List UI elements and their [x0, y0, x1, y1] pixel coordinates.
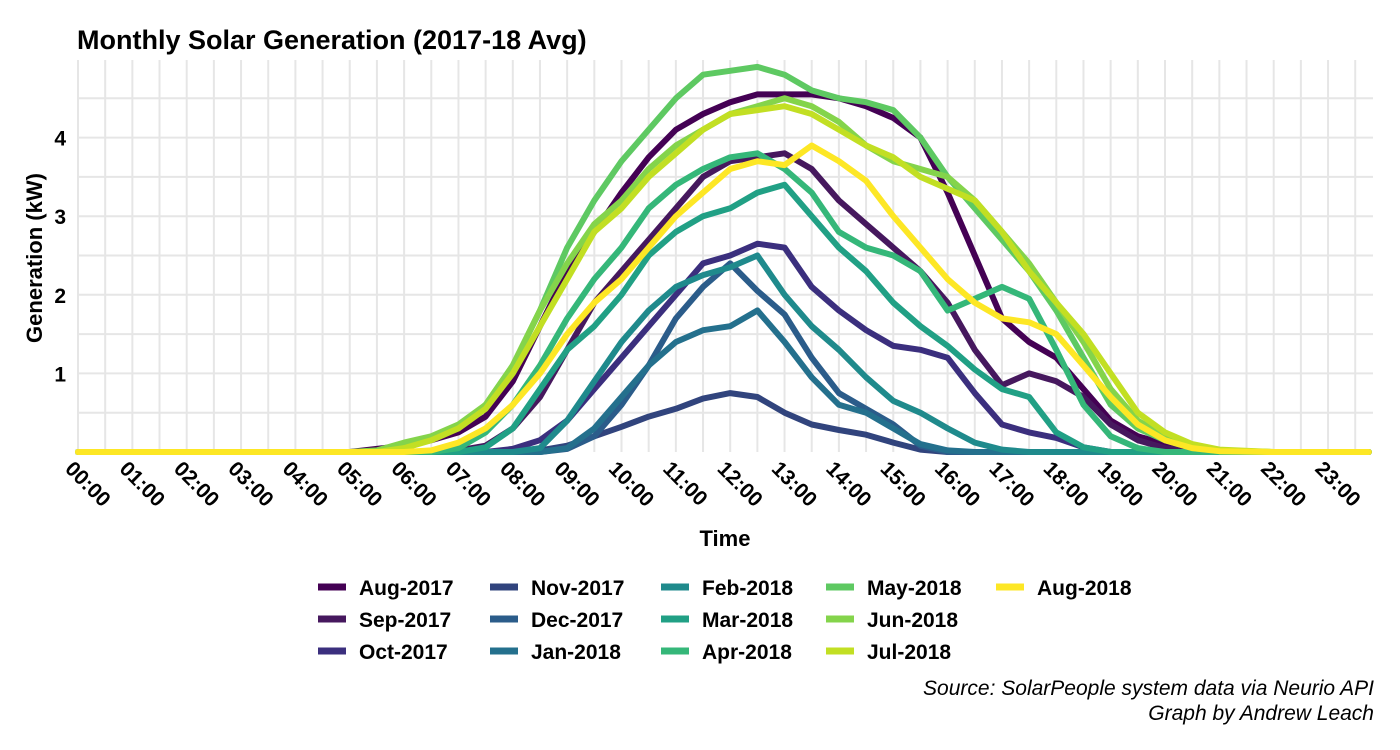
x-tick-label: 01:00	[115, 457, 169, 511]
x-tick-label: 07:00	[441, 457, 495, 511]
series-line-sep-2017	[75, 150, 1372, 455]
chart-title: Monthly Solar Generation (2017-18 Avg)	[77, 25, 587, 55]
y-axis-title: Generation (kW)	[22, 173, 47, 343]
legend-label: Aug-2018	[1037, 577, 1132, 600]
legend-label: May-2018	[867, 577, 962, 600]
x-tick-label: 19:00	[1093, 457, 1147, 511]
x-tick-label: 02:00	[169, 457, 223, 511]
series-line-jun-2018	[75, 95, 1372, 455]
series-line-jul-2018	[75, 103, 1372, 455]
x-tick-label: 20:00	[1147, 457, 1201, 511]
legend-label: Apr-2018	[702, 641, 792, 664]
x-tick-label: 11:00	[658, 457, 711, 510]
x-tick-label: 09:00	[550, 457, 604, 511]
series-line-mar-2018	[75, 181, 1372, 455]
series-lines	[75, 63, 1372, 455]
legend-label: Sep-2017	[359, 609, 451, 632]
x-tick-label: 05:00	[332, 457, 386, 511]
series-line-feb-2018	[75, 252, 1372, 455]
legend-label: Dec-2017	[531, 609, 623, 632]
x-tick-label: 22:00	[1256, 457, 1310, 511]
series-line-apr-2018	[75, 150, 1372, 455]
x-tick-label: 14:00	[821, 457, 875, 511]
x-tick-label: 17:00	[984, 457, 1038, 511]
y-tick-label: 2	[54, 285, 66, 308]
x-tick-label: 13:00	[767, 457, 821, 511]
series-line-jan-2018	[75, 307, 1372, 455]
series-line-oct-2017	[75, 240, 1372, 455]
y-axis-ticks: 1 2 3 4	[54, 128, 66, 387]
x-tick-label: 16:00	[930, 457, 984, 511]
x-tick-label: 10:00	[604, 457, 658, 511]
legend: Aug-2017 Sep-2017 Oct-2017 Nov-2017 Dec-2017…	[318, 577, 1132, 664]
x-tick-label: 00:00	[60, 457, 114, 511]
x-tick-label: 08:00	[495, 457, 549, 511]
legend-label: Oct-2017	[359, 641, 448, 664]
x-tick-label: 18:00	[1039, 457, 1093, 511]
legend-label: Aug-2017	[359, 577, 454, 600]
series-line-aug-2018	[75, 142, 1372, 455]
x-tick-label: 15:00	[876, 457, 930, 511]
y-tick-label: 3	[54, 206, 66, 229]
x-tick-label: 04:00	[278, 457, 332, 511]
x-tick-label: 23:00	[1311, 457, 1365, 511]
x-tick-label: 03:00	[224, 457, 278, 511]
series-line-aug-2017	[75, 91, 1372, 455]
legend-label: Nov-2017	[531, 577, 624, 600]
x-tick-label: 12:00	[713, 457, 767, 511]
legend-label: Jan-2018	[531, 641, 621, 664]
legend-label: Jun-2018	[867, 609, 958, 632]
x-axis-title: Time	[700, 526, 751, 551]
y-tick-label: 4	[54, 128, 66, 151]
legend-label: Feb-2018	[702, 577, 793, 600]
series-line-dec-2017	[75, 260, 1372, 455]
y-tick-label: 1	[54, 363, 66, 386]
legend-label: Mar-2018	[702, 609, 793, 632]
x-axis-ticks: 00:00 01:00 02:00 03:00 04:00 05:00 06:00 07:00…	[60, 457, 1364, 511]
x-tick-label: 21:00	[1202, 457, 1256, 511]
caption-credit: Graph by Andrew Leach	[1148, 702, 1374, 725]
legend-label: Jul-2018	[867, 641, 951, 664]
x-tick-label: 06:00	[387, 457, 441, 511]
caption-source: Source: SolarPeople system data via Neur…	[923, 677, 1374, 700]
